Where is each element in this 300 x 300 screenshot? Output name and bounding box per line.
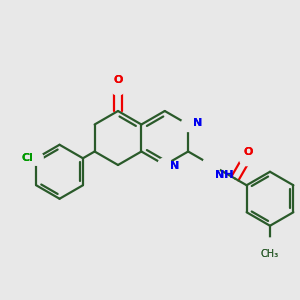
Text: CH₃: CH₃ — [261, 249, 279, 259]
Text: O: O — [113, 75, 123, 85]
Text: N: N — [193, 118, 203, 128]
Text: Cl: Cl — [21, 153, 33, 163]
Circle shape — [239, 152, 254, 166]
Text: NH: NH — [214, 170, 233, 180]
Circle shape — [29, 151, 43, 165]
Circle shape — [202, 156, 220, 174]
Circle shape — [158, 158, 172, 172]
Circle shape — [262, 238, 278, 254]
Text: CH₃: CH₃ — [261, 249, 279, 259]
Text: N: N — [170, 161, 179, 171]
Text: N: N — [193, 118, 203, 128]
Text: NH: NH — [214, 170, 233, 180]
Text: Cl: Cl — [21, 153, 33, 163]
Text: O: O — [244, 147, 253, 157]
Text: O: O — [244, 147, 253, 157]
Circle shape — [181, 118, 195, 131]
Text: N: N — [170, 161, 179, 171]
Circle shape — [111, 81, 125, 95]
Text: O: O — [113, 75, 123, 85]
